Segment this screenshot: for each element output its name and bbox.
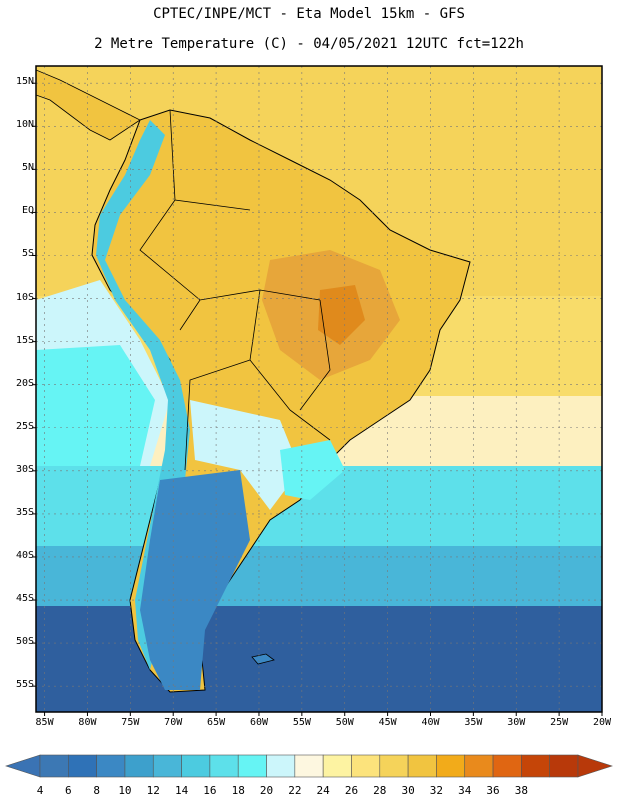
lat-label: 5N xyxy=(21,162,34,174)
colorbar-swatch xyxy=(39,754,69,778)
colorbar-label: 12 xyxy=(146,784,160,797)
colorbar-swatch xyxy=(549,754,579,778)
colorbar-label: 6 xyxy=(65,784,72,797)
colorbar xyxy=(5,754,613,778)
colorbar-label: 30 xyxy=(401,784,415,797)
lat-label: 40S xyxy=(15,549,34,561)
colorbar-label: 32 xyxy=(429,784,444,797)
pacific-cyan-tongue xyxy=(36,345,155,466)
lon-label: 80W xyxy=(78,717,97,728)
colorbar-swatch xyxy=(181,754,211,778)
lon-label: 20W xyxy=(592,717,612,728)
colorbar-right-arrow xyxy=(577,754,613,778)
lat-label: 20S xyxy=(15,377,34,389)
colorbar-swatch xyxy=(464,754,494,778)
colorbar-swatch xyxy=(379,754,409,778)
colorbar-swatch xyxy=(322,754,352,778)
lon-label: 60W xyxy=(249,717,268,728)
colorbar-label: 14 xyxy=(174,784,189,797)
lat-label: 10N xyxy=(15,119,34,131)
lon-label: 25W xyxy=(550,717,569,728)
lat-label: 15S xyxy=(15,334,34,346)
lat-label: 5S xyxy=(21,248,34,260)
lat-label: 30S xyxy=(15,463,34,475)
colorbar-label: 28 xyxy=(373,784,387,797)
lon-label: 75W xyxy=(121,717,140,728)
axis-ticks xyxy=(32,82,603,716)
chart-title-line1: CPTEC/INPE/MCT - Eta Model 15km - GFS xyxy=(153,6,465,22)
lon-label: 55W xyxy=(292,717,311,728)
colorbar-label: 36 xyxy=(486,784,500,797)
colorbar-label: 4 xyxy=(36,784,44,797)
colorbar-label: 8 xyxy=(93,784,100,797)
lon-label: 50W xyxy=(335,717,354,728)
colorbar-swatch xyxy=(124,754,154,778)
gridlines xyxy=(36,66,602,712)
uruguay-mild xyxy=(280,440,345,500)
colorbar-label: 20 xyxy=(259,784,274,797)
colorbar-label: 10 xyxy=(118,784,132,797)
lon-label: 85W xyxy=(35,717,54,728)
lon-label: 70W xyxy=(164,717,183,728)
patagonia-cold xyxy=(140,470,250,690)
colorbar-swatch xyxy=(96,754,126,778)
colorbar-left-arrow xyxy=(5,754,41,778)
hottest-core xyxy=(318,285,365,345)
colorbar-swatch xyxy=(209,754,239,778)
colorbar-label: 18 xyxy=(231,784,245,797)
lat-label: 50S xyxy=(15,636,34,648)
lon-label: 35W xyxy=(464,717,483,728)
colorbar-swatch xyxy=(351,754,381,778)
ocean-band-blue xyxy=(36,606,602,712)
colorbar-swatch xyxy=(436,754,466,778)
falkland-islands xyxy=(251,653,275,665)
lat-label: 15N xyxy=(15,76,34,88)
colorbar-swatch xyxy=(294,754,324,778)
map-frame xyxy=(35,65,603,713)
colorbar-label: 26 xyxy=(344,784,359,797)
lat-label: EQ xyxy=(21,205,34,217)
colorbar-swatch xyxy=(68,754,97,778)
lon-label: 45W xyxy=(378,717,397,728)
colorbar-label: 22 xyxy=(288,784,302,797)
colorbar-swatch xyxy=(152,754,182,778)
colorbar-label: 38 xyxy=(514,784,528,797)
central-america-land xyxy=(36,69,141,141)
colorbar-swatch xyxy=(407,754,437,778)
colorbar-label: 34 xyxy=(458,784,472,797)
chart-title-line2: 2 Metre Temperature (C) - 04/05/2021 12U… xyxy=(94,36,524,52)
lat-label: 35S xyxy=(15,506,34,518)
lat-label: 25S xyxy=(15,420,34,432)
country-borders xyxy=(139,109,331,471)
lon-label: 40W xyxy=(421,717,440,728)
colorbar-swatch xyxy=(492,754,522,778)
lon-label: 65W xyxy=(207,717,226,728)
colorbar-swatch xyxy=(521,754,550,778)
lon-label: 30W xyxy=(507,717,526,728)
ocean-band-teal xyxy=(36,546,602,606)
lat-label: 45S xyxy=(15,593,34,605)
lat-label: 55S xyxy=(15,679,34,691)
colorbar-swatch xyxy=(237,754,267,778)
colorbar-label: 24 xyxy=(316,784,330,797)
colorbar-swatch xyxy=(266,754,296,778)
colorbar-label: 16 xyxy=(203,784,217,797)
lat-label: 10S xyxy=(15,291,34,303)
